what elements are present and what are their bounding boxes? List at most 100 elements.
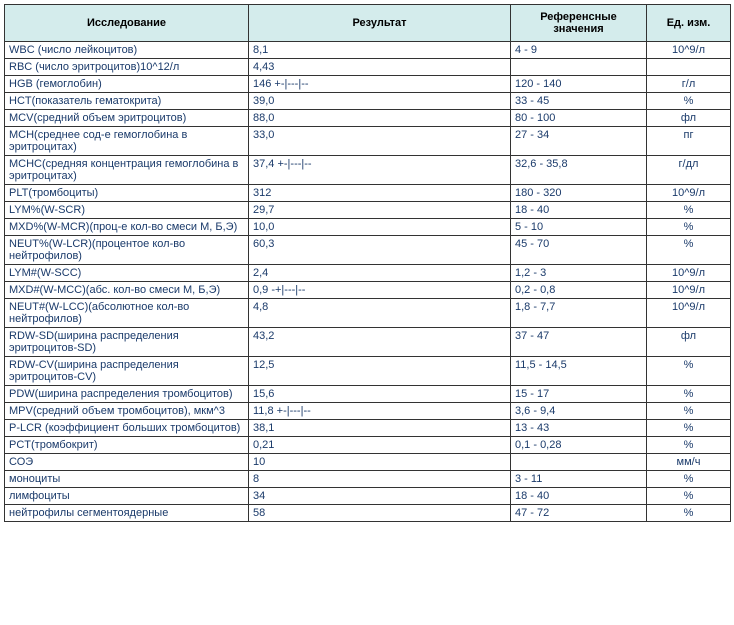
table-row: MPV(средний объем тромбоцитов), мкм^311,… — [5, 403, 731, 420]
cell-reference: 18 - 40 — [511, 202, 647, 219]
table-row: лимфоциты3418 - 40% — [5, 488, 731, 505]
cell-result: 12,5 — [249, 357, 511, 386]
cell-unit: % — [647, 437, 731, 454]
cell-reference: 27 - 34 — [511, 127, 647, 156]
cell-test: СОЭ — [5, 454, 249, 471]
cell-test: LYM#(W-SCC) — [5, 265, 249, 282]
table-row: PCT(тромбокрит)0,210,1 - 0,28% — [5, 437, 731, 454]
cell-unit: % — [647, 202, 731, 219]
cell-unit: г/л — [647, 76, 731, 93]
cell-result: 0,21 — [249, 437, 511, 454]
cell-result: 8 — [249, 471, 511, 488]
cell-reference: 0,2 - 0,8 — [511, 282, 647, 299]
table-row: СОЭ10мм/ч — [5, 454, 731, 471]
cell-reference: 37 - 47 — [511, 328, 647, 357]
table-row: WBC (число лейкоцитов)8,14 - 910^9/л — [5, 42, 731, 59]
cell-test: моноциты — [5, 471, 249, 488]
table-row: MCV(средний объем эритроцитов)88,080 - 1… — [5, 110, 731, 127]
cell-result: 43,2 — [249, 328, 511, 357]
table-row: MXD#(W-MCC)(абс. кол-во смеси М, Б,Э)0,9… — [5, 282, 731, 299]
cell-test: RDW-SD(ширина распределения эритроцитов-… — [5, 328, 249, 357]
cell-result: 60,3 — [249, 236, 511, 265]
cell-test: LYM%(W-SCR) — [5, 202, 249, 219]
table-row: NEUT#(W-LCC)(абсолютное кол-во нейтрофил… — [5, 299, 731, 328]
cell-result: 39,0 — [249, 93, 511, 110]
cell-result: 38,1 — [249, 420, 511, 437]
table-header-row: Исследование Результат Референсные значе… — [5, 5, 731, 42]
cell-result: 33,0 — [249, 127, 511, 156]
cell-result: 88,0 — [249, 110, 511, 127]
header-reference: Референсные значения — [511, 5, 647, 42]
cell-unit: фл — [647, 110, 731, 127]
cell-test: RBC (число эритроцитов)10^12/л — [5, 59, 249, 76]
cell-reference: 4 - 9 — [511, 42, 647, 59]
lab-results-table: Исследование Результат Референсные значе… — [4, 4, 731, 522]
header-unit: Ед. изм. — [647, 5, 731, 42]
cell-test: нейтрофилы сегментоядерные — [5, 505, 249, 522]
cell-unit: % — [647, 386, 731, 403]
cell-unit: % — [647, 357, 731, 386]
cell-result: 37,4 +-|---|-- — [249, 156, 511, 185]
cell-unit: 10^9/л — [647, 265, 731, 282]
table-row: LYM%(W-SCR)29,718 - 40% — [5, 202, 731, 219]
cell-unit: 10^9/л — [647, 282, 731, 299]
cell-result: 15,6 — [249, 386, 511, 403]
table-row: MXD%(W-MCR)(проц-е кол-во смеси М, Б,Э)1… — [5, 219, 731, 236]
cell-reference — [511, 454, 647, 471]
cell-test: PCT(тромбокрит) — [5, 437, 249, 454]
cell-test: MXD#(W-MCC)(абс. кол-во смеси М, Б,Э) — [5, 282, 249, 299]
cell-unit: фл — [647, 328, 731, 357]
cell-reference: 5 - 10 — [511, 219, 647, 236]
cell-reference: 3,6 - 9,4 — [511, 403, 647, 420]
cell-reference: 33 - 45 — [511, 93, 647, 110]
table-row: PLT(тромбоциты)312180 - 32010^9/л — [5, 185, 731, 202]
cell-unit: мм/ч — [647, 454, 731, 471]
cell-test: PDW(ширина распределения тромбоцитов) — [5, 386, 249, 403]
cell-unit: % — [647, 420, 731, 437]
cell-test: P-LCR (коэффициент больших тромбоцитов) — [5, 420, 249, 437]
cell-reference — [511, 59, 647, 76]
cell-result: 34 — [249, 488, 511, 505]
table-row: RDW-SD(ширина распределения эритроцитов-… — [5, 328, 731, 357]
cell-result: 146 +-|---|-- — [249, 76, 511, 93]
cell-test: RDW-CV(ширина распределения эритроцитов-… — [5, 357, 249, 386]
table-row: MCH(среднее сод-е гемоглобина в эритроци… — [5, 127, 731, 156]
cell-test: HGB (гемоглобин) — [5, 76, 249, 93]
cell-reference: 15 - 17 — [511, 386, 647, 403]
table-row: P-LCR (коэффициент больших тромбоцитов)3… — [5, 420, 731, 437]
table-row: NEUT%(W-LCR)(процентое кол-во нейтрофило… — [5, 236, 731, 265]
table-row: HGB (гемоглобин)146 +-|---|--120 - 140г/… — [5, 76, 731, 93]
cell-result: 58 — [249, 505, 511, 522]
cell-unit — [647, 59, 731, 76]
cell-test: PLT(тромбоциты) — [5, 185, 249, 202]
cell-test: лимфоциты — [5, 488, 249, 505]
cell-reference: 1,8 - 7,7 — [511, 299, 647, 328]
cell-result: 10,0 — [249, 219, 511, 236]
table-body: WBC (число лейкоцитов)8,14 - 910^9/лRBC … — [5, 42, 731, 522]
cell-test: NEUT#(W-LCC)(абсолютное кол-во нейтрофил… — [5, 299, 249, 328]
header-test: Исследование — [5, 5, 249, 42]
table-row: MCHC(средняя концентрация гемоглобина в … — [5, 156, 731, 185]
cell-reference: 180 - 320 — [511, 185, 647, 202]
cell-result: 0,9 -+|---|-- — [249, 282, 511, 299]
cell-unit: пг — [647, 127, 731, 156]
cell-unit: г/дл — [647, 156, 731, 185]
table-row: RBC (число эритроцитов)10^12/л4,43 — [5, 59, 731, 76]
cell-unit: % — [647, 471, 731, 488]
cell-result: 2,4 — [249, 265, 511, 282]
cell-unit: 10^9/л — [647, 299, 731, 328]
cell-result: 312 — [249, 185, 511, 202]
header-result: Результат — [249, 5, 511, 42]
table-row: RDW-CV(ширина распределения эритроцитов-… — [5, 357, 731, 386]
cell-reference: 47 - 72 — [511, 505, 647, 522]
cell-reference: 13 - 43 — [511, 420, 647, 437]
cell-test: NEUT%(W-LCR)(процентое кол-во нейтрофило… — [5, 236, 249, 265]
cell-result: 4,43 — [249, 59, 511, 76]
cell-unit: % — [647, 219, 731, 236]
cell-test: MXD%(W-MCR)(проц-е кол-во смеси М, Б,Э) — [5, 219, 249, 236]
table-row: HCT(показатель гематокрита)39,033 - 45% — [5, 93, 731, 110]
cell-test: HCT(показатель гематокрита) — [5, 93, 249, 110]
table-row: LYM#(W-SCC)2,41,2 - 310^9/л — [5, 265, 731, 282]
table-row: PDW(ширина распределения тромбоцитов)15,… — [5, 386, 731, 403]
cell-test: WBC (число лейкоцитов) — [5, 42, 249, 59]
